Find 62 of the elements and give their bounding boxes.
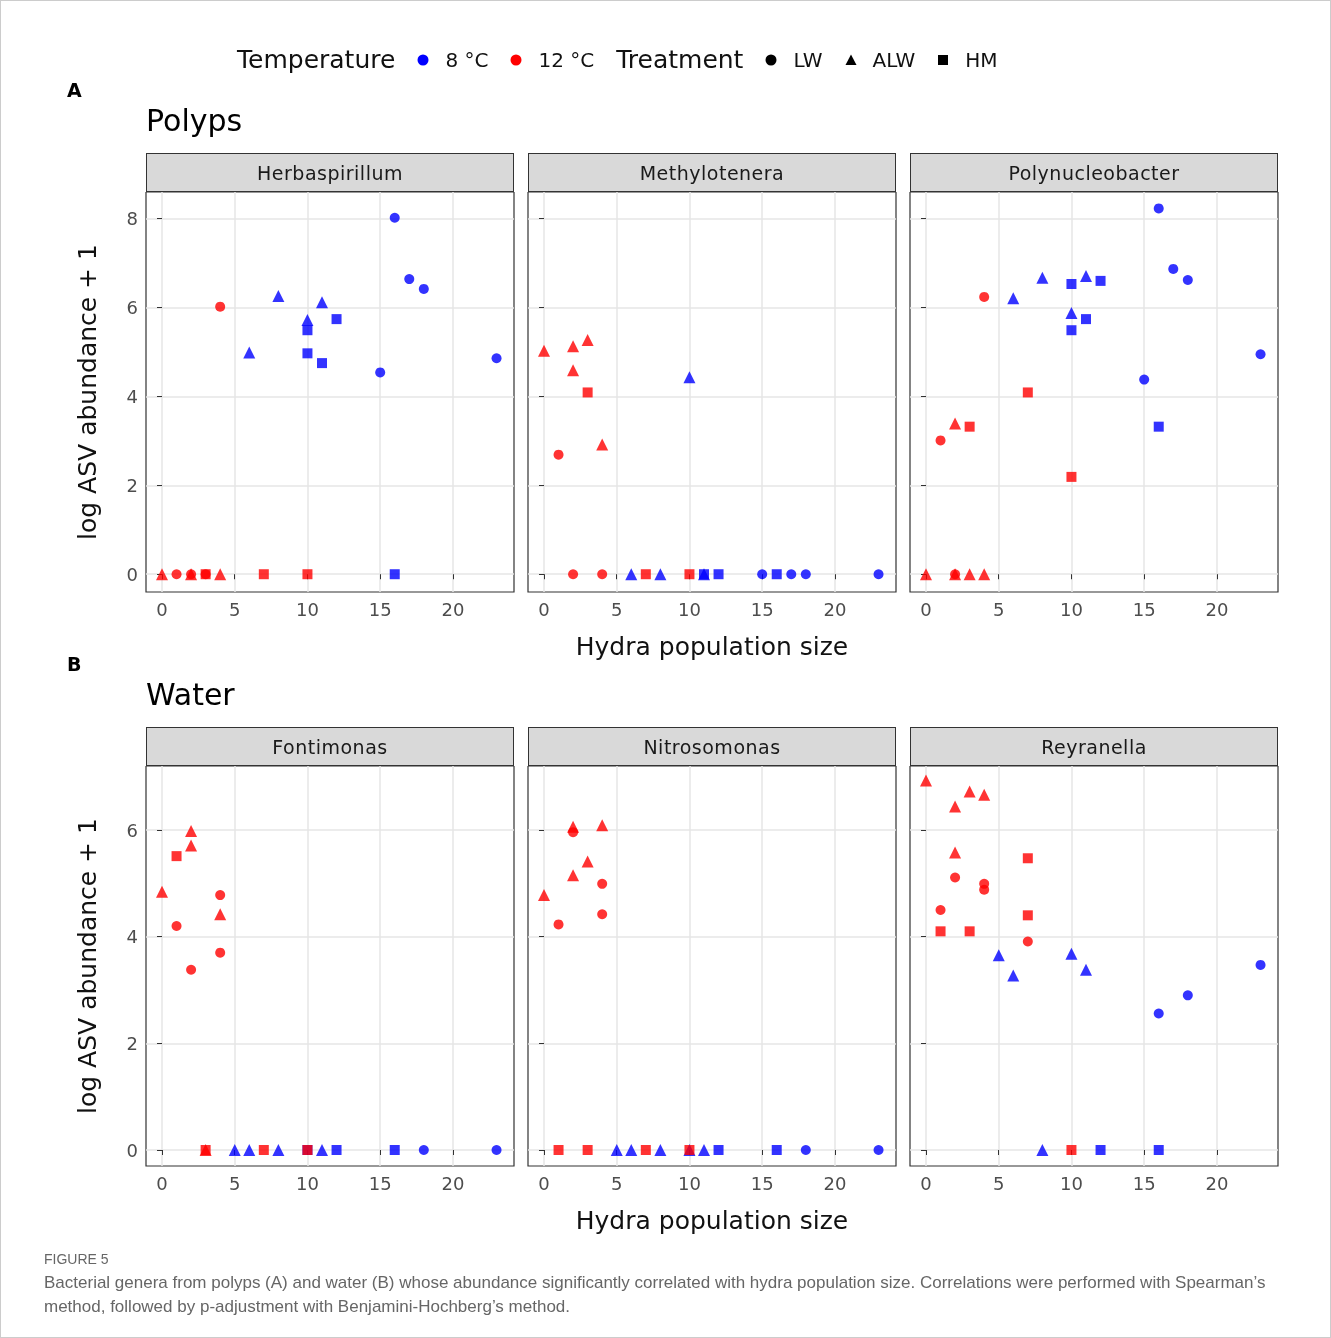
x-tick-label: 20 (441, 1172, 465, 1194)
text: Temperature (237, 45, 396, 74)
y-tick-label: 0 (126, 563, 138, 585)
chart-title: Herbaspirillum (146, 153, 514, 192)
x-axis-title: Hydra population size (575, 1206, 849, 1235)
y-tick-label: 2 (126, 474, 138, 496)
y-tick-label: 4 (126, 385, 138, 407)
x-tick-label: 0 (538, 598, 550, 620)
y-tick-label: 0 (126, 1139, 138, 1161)
x-tick-label: 10 (678, 598, 701, 620)
x-tick-label: 10 (296, 598, 319, 620)
x-tick-label: 5 (229, 1172, 241, 1194)
x-tick-label: 0 (156, 1172, 168, 1194)
chart-title: Methylotenera (528, 153, 896, 192)
text: Polyps (146, 103, 243, 138)
y-axis-title: log ASV abundance + 1 (73, 818, 102, 1114)
chart-title: Fontimonas (146, 727, 514, 766)
x-tick-label: 5 (993, 598, 1005, 620)
text: ALW (872, 47, 916, 72)
y-tick-label: 6 (126, 819, 138, 841)
x-tick-label: 20 (1205, 598, 1229, 620)
y-tick-label: 8 (126, 208, 138, 230)
text: LW (793, 47, 823, 72)
text: B (67, 653, 82, 675)
text: HM (965, 47, 998, 72)
text: Bacterial genera from polyps (A) and water (B) whose abundance significantly correlated with hydra population size. Correlations were performed with Spearman’s method, followed by p-adjustment with Benjamini-Hochberg’s method. (44, 1272, 1267, 1318)
text: Water (146, 677, 235, 712)
x-tick-label: 15 (368, 1172, 392, 1194)
text: 8 °C (445, 47, 489, 72)
chart-title: Nitrosomonas (528, 727, 896, 766)
x-tick-label: 5 (229, 598, 241, 620)
x-tick-label: 10 (1060, 1172, 1083, 1194)
x-tick-label: 0 (538, 1172, 550, 1194)
x-tick-label: 0 (920, 1172, 932, 1194)
chart-title: Polynucleobacter (910, 153, 1278, 192)
y-tick-label: 2 (126, 1032, 138, 1054)
x-tick-label: 20 (823, 1172, 847, 1194)
x-tick-label: 10 (1060, 598, 1083, 620)
x-tick-label: 0 (156, 598, 168, 620)
text: A (67, 79, 82, 101)
text: 12 °C (538, 47, 595, 72)
x-tick-label: 15 (368, 598, 392, 620)
caption: FIGURE 5 (44, 1251, 110, 1267)
x-tick-label: 5 (611, 1172, 623, 1194)
y-tick-label: 6 (126, 297, 138, 319)
x-tick-label: 5 (611, 598, 623, 620)
chart-title: Reyranella (910, 727, 1278, 766)
y-tick-label: 4 (126, 926, 138, 948)
x-tick-label: 0 (920, 598, 932, 620)
x-tick-label: 15 (750, 598, 774, 620)
x-tick-label: 20 (823, 598, 847, 620)
y-axis-title: log ASV abundance + 1 (73, 244, 102, 540)
x-axis-title: Hydra population size (575, 632, 849, 661)
x-tick-label: 10 (296, 1172, 319, 1194)
text: Treatment (616, 45, 744, 74)
x-tick-label: 15 (750, 1172, 774, 1194)
x-tick-label: 15 (1132, 598, 1156, 620)
x-tick-label: 20 (1205, 1172, 1229, 1194)
x-tick-label: 10 (678, 1172, 701, 1194)
x-tick-label: 20 (441, 598, 465, 620)
x-tick-label: 5 (993, 1172, 1005, 1194)
x-tick-label: 15 (1132, 1172, 1156, 1194)
